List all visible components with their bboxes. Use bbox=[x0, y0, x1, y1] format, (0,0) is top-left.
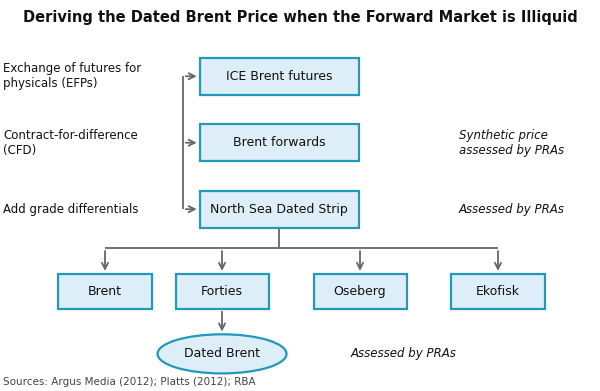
Text: Synthetic price
assessed by PRAs: Synthetic price assessed by PRAs bbox=[459, 129, 564, 157]
Text: Add grade differentials: Add grade differentials bbox=[3, 203, 139, 216]
Text: Ekofisk: Ekofisk bbox=[476, 285, 520, 298]
FancyBboxPatch shape bbox=[199, 124, 359, 161]
Text: Deriving the Dated Brent Price when the Forward Market is Illiquid: Deriving the Dated Brent Price when the … bbox=[23, 10, 577, 25]
FancyBboxPatch shape bbox=[176, 274, 269, 309]
Ellipse shape bbox=[157, 334, 287, 373]
Text: Oseberg: Oseberg bbox=[334, 285, 386, 298]
Text: Exchange of futures for
physicals (EFPs): Exchange of futures for physicals (EFPs) bbox=[3, 62, 141, 90]
FancyBboxPatch shape bbox=[58, 274, 151, 309]
Text: Sources: Argus Media (2012); Platts (2012); RBA: Sources: Argus Media (2012); Platts (201… bbox=[3, 377, 256, 387]
Text: Brent: Brent bbox=[88, 285, 122, 298]
FancyBboxPatch shape bbox=[199, 190, 359, 228]
Text: Assessed by PRAs: Assessed by PRAs bbox=[459, 203, 565, 216]
Text: North Sea Dated Strip: North Sea Dated Strip bbox=[210, 203, 348, 216]
FancyBboxPatch shape bbox=[314, 274, 407, 309]
Text: Brent forwards: Brent forwards bbox=[233, 136, 325, 149]
Text: Contract-for-difference
(CFD): Contract-for-difference (CFD) bbox=[3, 129, 138, 157]
Text: ICE Brent futures: ICE Brent futures bbox=[226, 70, 332, 83]
FancyBboxPatch shape bbox=[451, 274, 545, 309]
Text: Assessed by PRAs: Assessed by PRAs bbox=[351, 347, 457, 361]
Text: Forties: Forties bbox=[201, 285, 243, 298]
Text: Dated Brent: Dated Brent bbox=[184, 347, 260, 361]
FancyBboxPatch shape bbox=[199, 57, 359, 95]
